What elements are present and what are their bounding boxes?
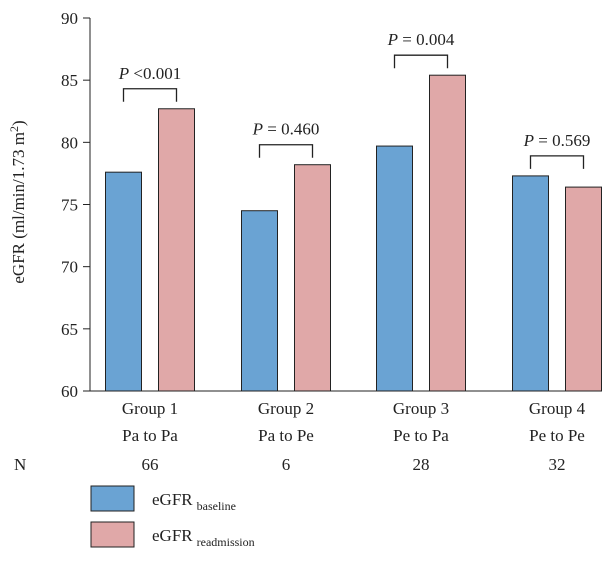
group-n-value: 28	[413, 455, 430, 474]
y-tick-label: 90	[61, 9, 78, 28]
p-value-label: P = 0.460	[252, 120, 320, 139]
n-label: N	[14, 455, 26, 474]
y-tick-label: 75	[61, 196, 78, 215]
group-transition-label: Pa to Pa	[122, 426, 178, 445]
significance-bracket	[122, 88, 178, 102]
group-transition-label: Pe to Pa	[393, 426, 449, 445]
p-symbol: P	[252, 120, 263, 139]
group-n-value: 66	[142, 455, 159, 474]
x-axis-labels: Group 1 Pa to Pa 66 Group 2 Pa to Pe 6 Group 3…	[14, 399, 586, 474]
legend-series-subscript: baseline	[197, 499, 236, 513]
bar-baseline-group-1	[105, 171, 142, 392]
p-value-text: <0.001	[129, 64, 181, 83]
p-symbol: P	[118, 64, 129, 83]
legend-swatch-readmission	[90, 521, 135, 548]
p-value-label: P <0.001	[118, 64, 181, 83]
p-symbol: P	[523, 131, 534, 150]
y-tick-label: 60	[61, 382, 78, 401]
bar-readmission-group-2	[294, 164, 331, 392]
y-tick-label: 80	[61, 133, 78, 152]
legend-label-baseline: eGFR baseline	[152, 490, 236, 513]
bar-baseline-group-4	[512, 175, 549, 392]
group-n-value: 32	[549, 455, 566, 474]
p-value-label: P = 0.004	[387, 30, 455, 49]
significance-bracket	[529, 155, 585, 169]
bar-readmission-group-4	[565, 186, 602, 392]
bars	[105, 74, 602, 392]
y-tick-label: 70	[61, 258, 78, 277]
legend: eGFR baseline eGFR readmission	[90, 485, 255, 549]
group-label: Group 4	[529, 399, 586, 418]
p-value-text: = 0.004	[398, 30, 455, 49]
group-label: Group 2	[258, 399, 314, 418]
p-symbol: P	[387, 30, 398, 49]
group-n-value: 6	[282, 455, 291, 474]
significance-bracket	[393, 54, 449, 69]
bar-readmission-group-3	[429, 74, 466, 392]
legend-swatch-baseline	[90, 485, 135, 512]
group-transition-label: Pe to Pe	[529, 426, 585, 445]
legend-series-name: eGFR	[152, 526, 193, 545]
group-label: Group 3	[393, 399, 449, 418]
p-value-label: P = 0.569	[523, 131, 591, 150]
p-value-text: = 0.460	[263, 120, 319, 139]
y-axis-label: eGFR (ml/min/1.73 m2)	[7, 120, 28, 283]
legend-series-name: eGFR	[152, 490, 193, 509]
bar-readmission-group-1	[158, 108, 195, 392]
legend-series-subscript: readmission	[197, 535, 255, 549]
p-value-text: = 0.569	[534, 131, 590, 150]
y-tick-label: 65	[61, 320, 78, 339]
group-transition-label: Pa to Pe	[258, 426, 314, 445]
significance-bracket	[258, 144, 314, 158]
y-tick-label: 85	[61, 71, 78, 90]
legend-label-readmission: eGFR readmission	[152, 526, 255, 549]
bar-baseline-group-2	[241, 210, 278, 392]
bar-baseline-group-3	[376, 145, 413, 392]
group-label: Group 1	[122, 399, 178, 418]
